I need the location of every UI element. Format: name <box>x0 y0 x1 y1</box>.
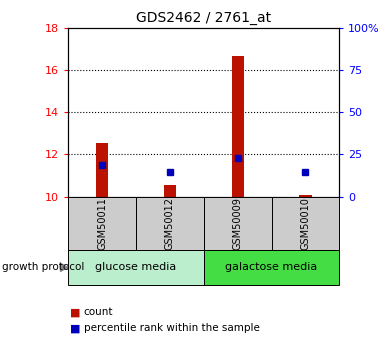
Bar <box>232 56 244 197</box>
Text: count: count <box>84 307 113 317</box>
Text: ■: ■ <box>70 307 81 317</box>
Text: GSM50010: GSM50010 <box>300 197 310 250</box>
Text: galactose media: galactose media <box>225 263 318 272</box>
Bar <box>271 197 339 250</box>
Text: ■: ■ <box>70 324 81 333</box>
Bar <box>204 250 339 285</box>
Bar <box>68 250 204 285</box>
Bar <box>164 185 176 197</box>
Bar <box>136 197 204 250</box>
Text: GSM50011: GSM50011 <box>97 197 107 250</box>
Polygon shape <box>60 263 67 272</box>
Bar <box>68 197 136 250</box>
Bar <box>204 197 271 250</box>
Text: glucose media: glucose media <box>96 263 177 272</box>
Bar <box>299 195 312 197</box>
Text: GSM50012: GSM50012 <box>165 197 175 250</box>
Title: GDS2462 / 2761_at: GDS2462 / 2761_at <box>136 11 271 25</box>
Text: percentile rank within the sample: percentile rank within the sample <box>84 324 260 333</box>
Bar <box>96 143 108 197</box>
Text: growth protocol: growth protocol <box>2 263 84 272</box>
Text: GSM50009: GSM50009 <box>233 197 243 250</box>
